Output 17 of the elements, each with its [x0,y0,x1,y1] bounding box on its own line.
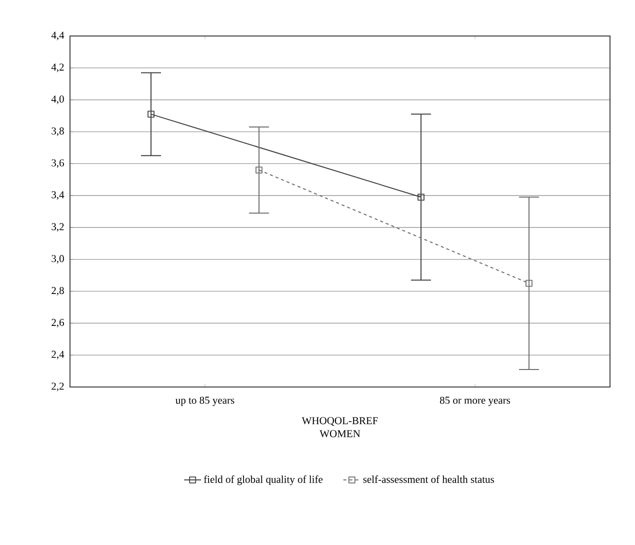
y-tick-label: 3,0 [52,255,64,264]
y-tick-label: 3,2 [52,223,64,232]
x-tick-label: 85 or more years [440,396,510,406]
y-tick-label: 4,4 [51,32,64,40]
y-tick-label: 2,2 [52,382,64,392]
y-tick-label: 3,8 [52,127,64,136]
y-tick-label: 4,0 [51,96,64,104]
y-tick-label: 3,6 [52,159,64,168]
y-tick-label: 2,8 [52,286,64,296]
y-tick-label: 4,2 [51,64,64,72]
legend-label: field of global quality of life [204,475,323,486]
y-tick-label: 2,6 [52,318,64,328]
x-tick-label: up to 85 years [176,396,234,406]
y-tick-label: 2,4 [52,350,64,360]
legend-label: self-assessment of health status [363,475,494,483]
y-tick-label: 3,4 [52,191,64,200]
x-axis-title: WHOQOL-BREF WOMEN [302,417,378,438]
